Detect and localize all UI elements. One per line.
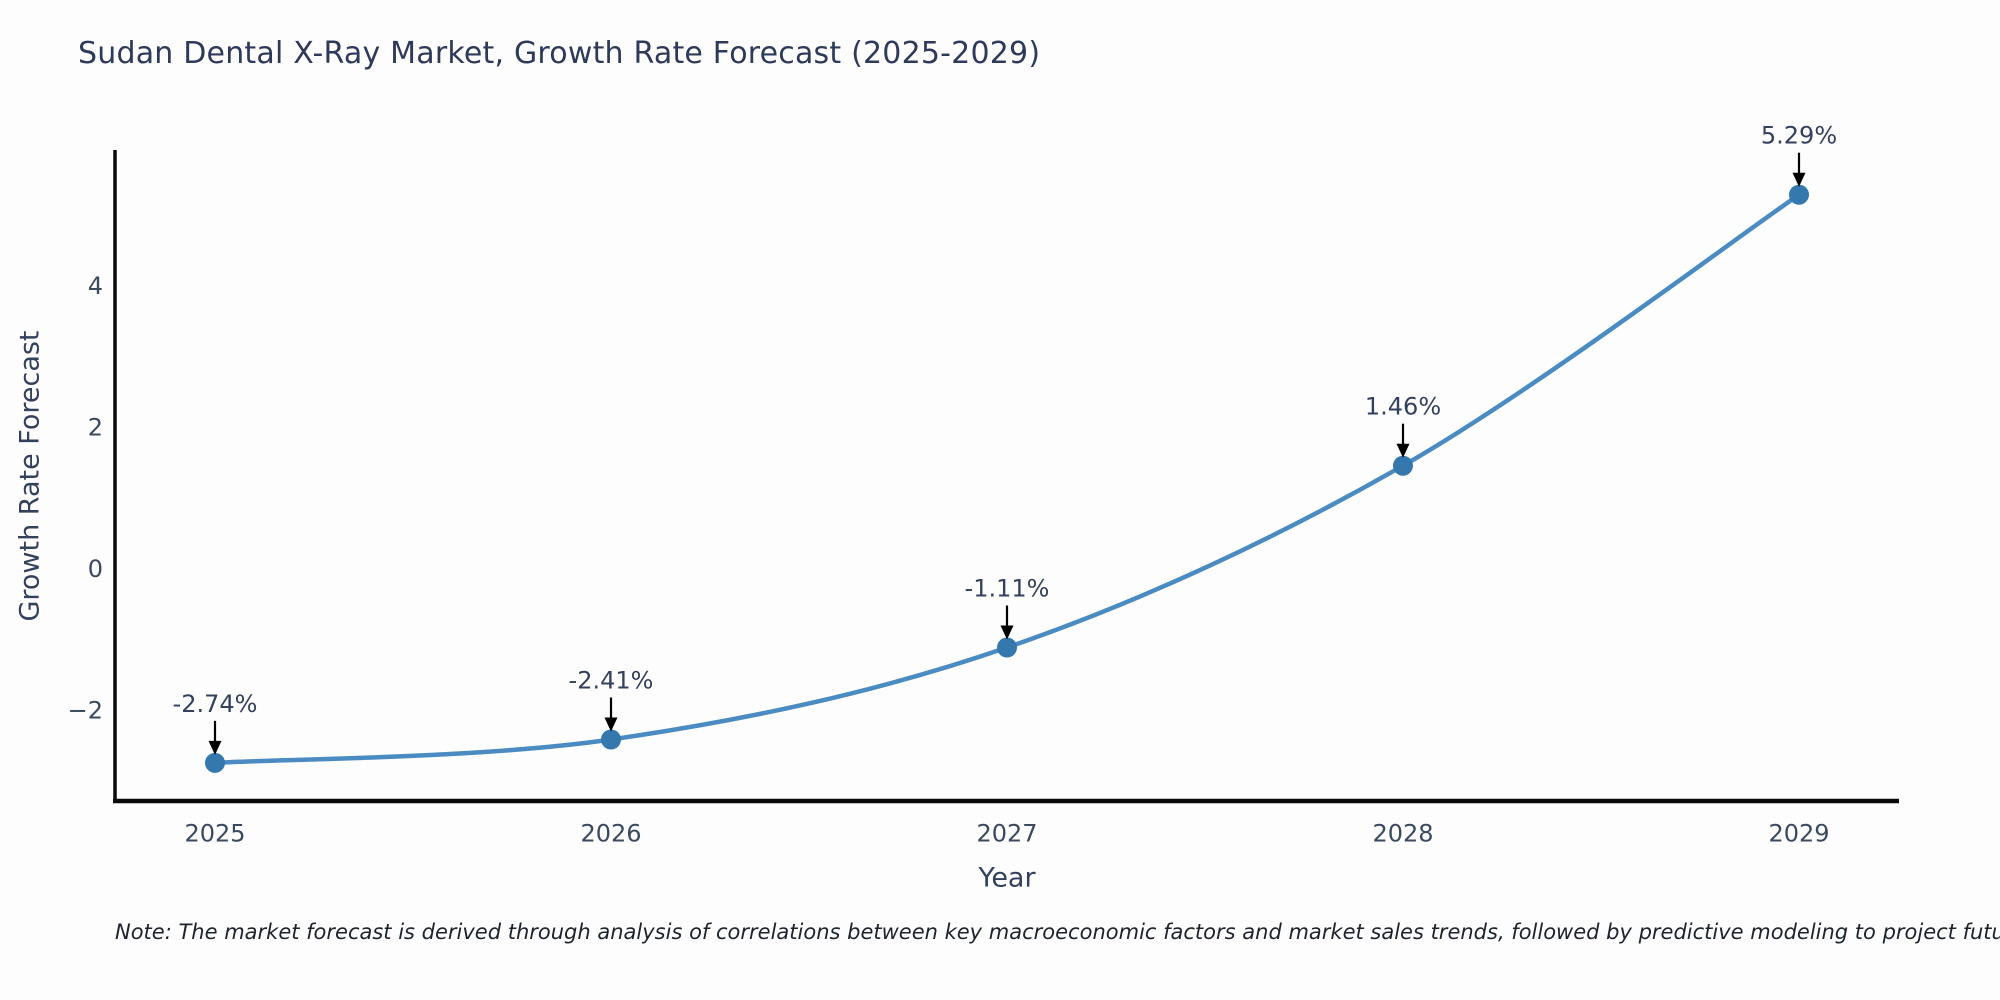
point-value-label: -2.41% [569, 667, 654, 695]
forecast-curve [212, 192, 1802, 766]
annotation-arrow-head [1396, 443, 1410, 458]
data-point-marker [1789, 184, 1809, 205]
annotation-arrow-head [1000, 625, 1014, 640]
annotation-arrow-head [1792, 172, 1806, 187]
y-tick-label: −2 [68, 697, 103, 725]
x-tick-label: 2026 [580, 820, 641, 848]
x-tick-label: 2029 [1768, 820, 1829, 848]
x-tick-label: 2027 [976, 820, 1037, 848]
annotation-arrow-head [604, 717, 618, 732]
point-value-label: 1.46% [1365, 393, 1441, 421]
data-point-marker [997, 637, 1017, 658]
data-point-marker [205, 752, 225, 773]
chart-title: Sudan Dental X-Ray Market, Growth Rate F… [78, 36, 1041, 71]
x-tick-label: 2025 [184, 820, 245, 848]
footnote: Note: The market forecast is derived thr… [115, 920, 2000, 944]
x-tick-label: 2028 [1372, 820, 1433, 848]
annotation-arrow-head [208, 740, 222, 755]
y-tick-label: 0 [88, 555, 103, 583]
point-value-label: -1.11% [965, 575, 1050, 603]
x-axis-title: Year [978, 862, 1036, 894]
point-value-label: -2.74% [173, 690, 258, 718]
point-value-label: 5.29% [1761, 122, 1837, 150]
y-tick-label: 4 [88, 272, 103, 300]
data-point-marker [601, 729, 621, 750]
data-point-marker [1393, 455, 1413, 476]
y-tick-label: 2 [88, 414, 103, 442]
